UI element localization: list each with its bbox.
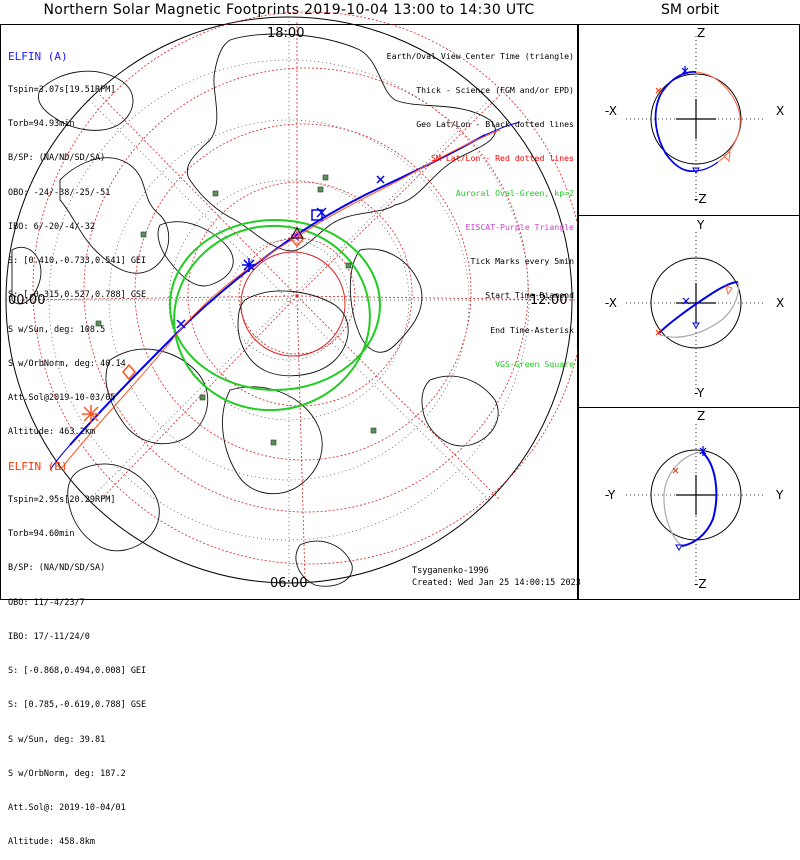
elfin-b-line: B/SP: (NA/ND/SD/SA) — [8, 563, 106, 574]
orbit-xy-left-label: -X — [605, 296, 617, 310]
coastlines — [11, 33, 499, 587]
elfin-b-track — [59, 129, 501, 471]
orbit-xy-right-label: X — [776, 296, 785, 310]
orbit-yz-top-label: Z — [697, 409, 706, 423]
orbit-yz-left-label: -Y — [605, 488, 616, 502]
elfin-a-line: B/SP: (NA/ND/SD/SA) — [8, 153, 106, 164]
elfin-b-info: ELFIN (B) Tspin=2.95s[20.29RPM] Torb=94.… — [8, 438, 146, 860]
elfin-b-line: Torb=94.60min — [8, 529, 75, 540]
elfin-b-header: ELFIN (B) — [8, 459, 68, 473]
legend-item: Start Time-Diamond — [485, 290, 574, 301]
geo-grid — [6, 17, 572, 583]
orbit-plots — [626, 36, 766, 584]
page-title: Northern Solar Magnetic Footprints 2019-… — [43, 2, 535, 18]
sm-pole-circle — [240, 251, 346, 357]
footprint-map — [5, 11, 578, 587]
elfin-b-ticks — [82, 230, 304, 423]
clock-label-top: 18:00 — [267, 26, 305, 41]
elfin-b-line: Altitude: 458.8km — [8, 837, 95, 848]
elfin-b-line: S w/OrbNorm, deg: 187.2 — [8, 768, 126, 779]
legend-item: Thick - Science (FGM and/or EPD) — [416, 85, 574, 96]
elfin-b-line: IBO: 17/-11/24/0 — [8, 631, 90, 642]
orbit-plot-yz — [626, 424, 766, 584]
legend-item: Geo Lat/Lon - Black dotted lines — [416, 119, 574, 130]
orbit-yz-right-label: Y — [776, 488, 784, 502]
legend-item: Earth/Oval View Center Time (triangle) — [386, 50, 574, 61]
orbit-xy-bottom-label: -Y — [694, 386, 705, 400]
elfin-a-line: Tspin=3.07s[19.51RPM] — [8, 85, 116, 96]
orbit-xz-right-label: X — [776, 104, 785, 118]
model-credit: Tsyganenko-1996 — [412, 566, 489, 576]
map-legend: Earth/Oval View Center Time (triangle) T… — [387, 28, 574, 382]
elfin-a-line: IBO: 6/-20/-4/-32 — [8, 221, 95, 232]
elfin-a-line: OBO: -24/-38/-25/-51 — [8, 187, 111, 198]
elfin-a-line: S: [0.410,-0.733,0.541] GEI — [8, 256, 147, 267]
legend-item: Auroral Oval-Green, kp=2 — [455, 187, 574, 198]
clock-label-left: 00:00 — [8, 293, 46, 308]
elfin-a-info: ELFIN (A) Tspin=3.07s[19.51RPM] Torb=94.… — [8, 28, 146, 450]
orbit-plot-xz — [626, 36, 766, 202]
elfin-a-line: S: [-0.315,0.527,0.788] GSE — [8, 290, 147, 301]
legend-item: SM Lat/Lon - Red dotted lines — [431, 153, 574, 164]
elfin-b-line: Att.Sol@: 2019-10-04/01 — [8, 803, 126, 813]
orbit-title: SM orbit — [660, 2, 719, 18]
view-center-triangle — [290, 227, 304, 239]
elfin-b-line: Tspin=2.95s[20.29RPM] — [8, 495, 116, 506]
vgs-markers — [95, 174, 377, 446]
legend-item: Tick Marks every 5min — [470, 256, 574, 267]
elfin-a-line: Altitude: 463.2km — [8, 427, 95, 438]
sm-grid — [19, 11, 578, 581]
created-timestamp: Created: Wed Jan 25 14:00:15 2023 — [412, 578, 581, 588]
orbit-xz-left-label: -X — [605, 104, 617, 118]
orbit-xz-bottom-label: -Z — [694, 192, 707, 206]
orbit-xy-top-label: Y — [697, 218, 705, 232]
elfin-a-line: S w/Sun, deg: 108.5 — [8, 324, 106, 335]
legend-item: End Time-Asterisk — [490, 324, 574, 335]
legend-item: VGS-Green Square — [495, 358, 574, 369]
elfin-a-line: Torb=94.93min — [8, 119, 75, 130]
elfin-b-line: S w/Sun, deg: 39.81 — [8, 734, 106, 745]
elfin-b-line: OBO: 11/-4/23/7 — [8, 597, 85, 608]
elfin-a-line: S w/OrbNorm, deg: 40.14 — [8, 358, 126, 369]
elfin-a-ticks — [176, 175, 385, 329]
clock-label-bottom: 06:00 — [270, 576, 308, 591]
orbit-yz-bottom-label: -Z — [694, 577, 707, 591]
legend-item: EISCAT-Purple Triangle — [465, 221, 574, 232]
orbit-xz-top-label: Z — [697, 26, 706, 40]
elfin-b-line: S: [0.785,-0.619,0.788] GSE — [8, 700, 147, 711]
auroral-oval — [169, 219, 381, 412]
elfin-a-line: Att.Sol@2019-10-03/05 — [8, 393, 116, 403]
orbit-plot-xy — [626, 232, 766, 392]
clock-label-right: 12:00 — [530, 293, 568, 308]
elfin-b-line: S: [-0.868,0.494,0.008] GEI — [8, 666, 147, 677]
elfin-a-header: ELFIN (A) — [8, 49, 68, 63]
